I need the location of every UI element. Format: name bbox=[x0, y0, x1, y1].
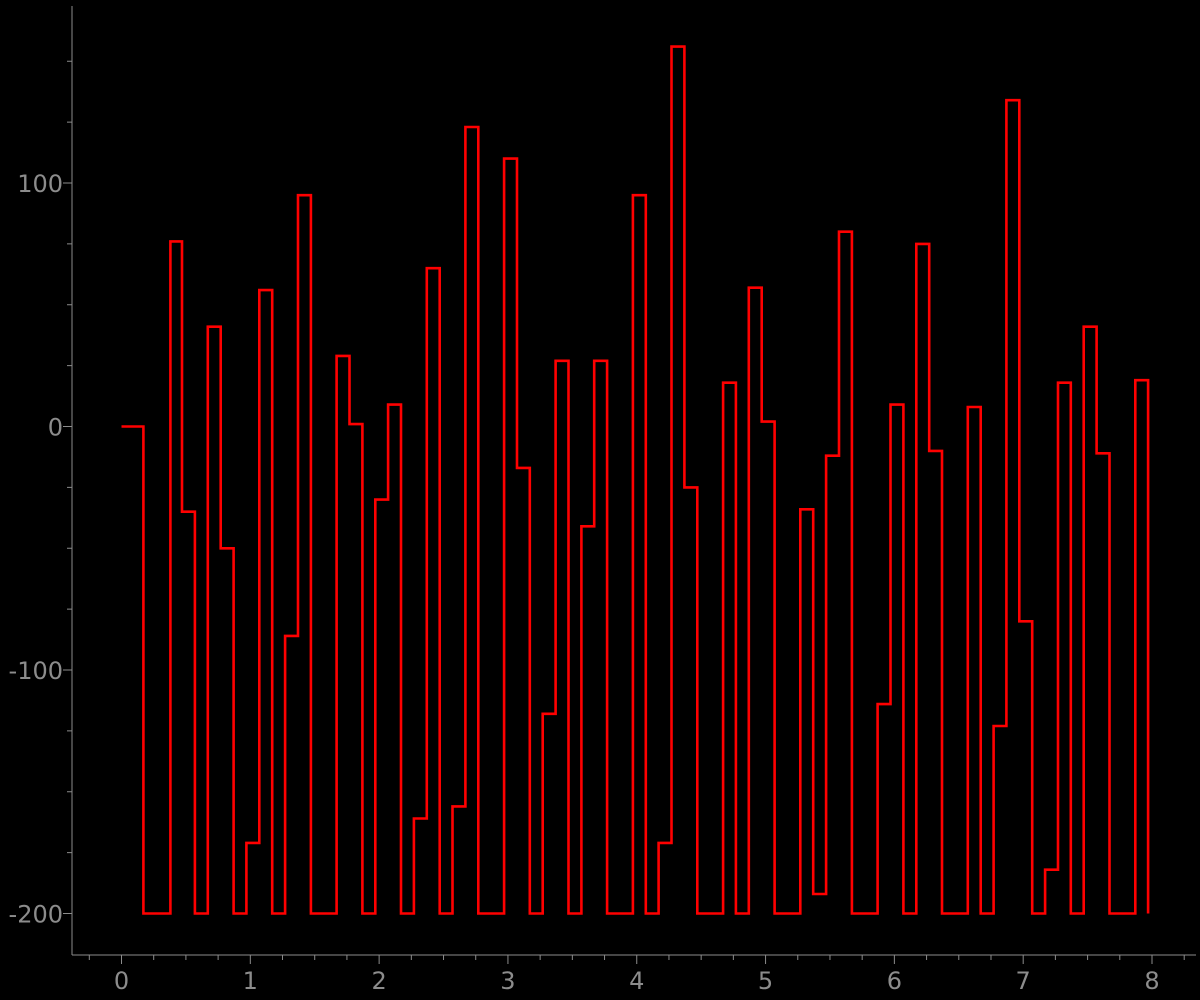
x-tick-label: 4 bbox=[629, 967, 644, 995]
y-tick-label: -200 bbox=[9, 901, 63, 929]
y-tick-label: 100 bbox=[17, 170, 63, 198]
y-tick-label: 0 bbox=[48, 414, 63, 442]
y-axis-ticks: -200 -100 0 100 bbox=[9, 60, 72, 929]
x-tick-label: 7 bbox=[1016, 967, 1031, 995]
x-tick-label: 8 bbox=[1144, 967, 1159, 995]
series-line bbox=[121, 45, 1150, 915]
x-tick-label: 0 bbox=[114, 967, 129, 995]
x-tick-label: 2 bbox=[371, 967, 386, 995]
x-tick-label: 5 bbox=[758, 967, 773, 995]
x-tick-label: 3 bbox=[500, 967, 515, 995]
y-tick-label: -100 bbox=[9, 657, 63, 685]
x-axis-ticks: 0 1 2 3 4 5 6 7 8 bbox=[88, 955, 1185, 995]
x-tick-label: 6 bbox=[887, 967, 902, 995]
x-tick-label: 1 bbox=[243, 967, 258, 995]
